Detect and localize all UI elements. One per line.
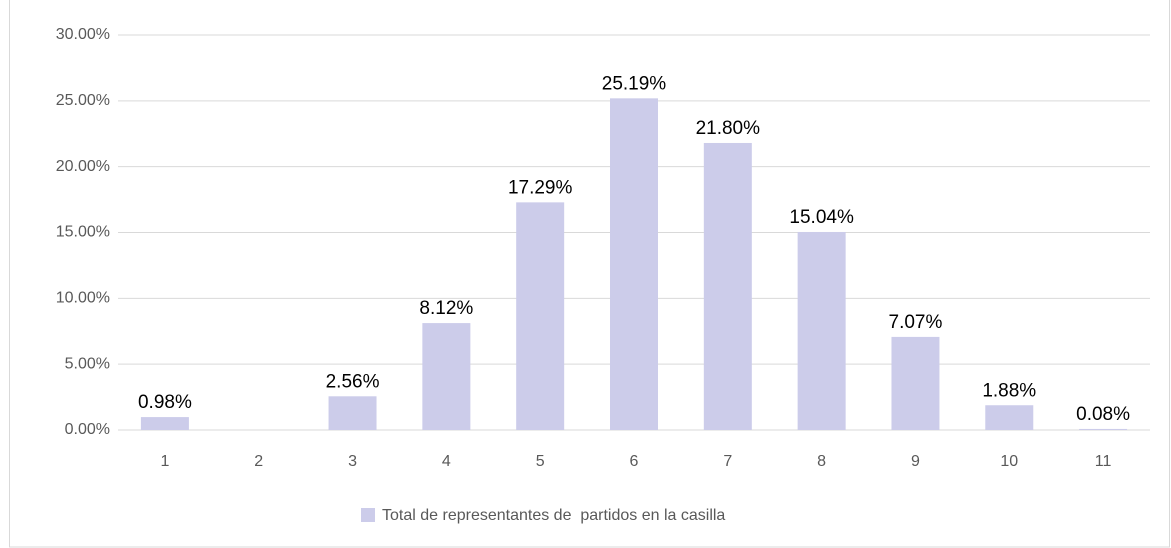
value-label: 2.56% <box>326 371 380 392</box>
value-label: 25.19% <box>602 73 667 94</box>
bar <box>985 405 1034 430</box>
value-label: 21.80% <box>696 118 761 139</box>
bar <box>703 142 752 430</box>
legend-label: Total de representantes de partidos en l… <box>382 507 725 524</box>
y-tick-label: 25.00% <box>56 92 110 109</box>
x-tick-label: 9 <box>911 453 920 470</box>
value-label: 0.98% <box>138 392 192 413</box>
value-label: 17.29% <box>508 177 573 198</box>
y-tick-label: 0.00% <box>65 421 110 438</box>
y-tick-label: 20.00% <box>56 158 110 175</box>
x-tick-label: 7 <box>723 453 732 470</box>
bar <box>610 98 658 430</box>
y-tick-label: 30.00% <box>56 26 110 43</box>
value-label: 8.12% <box>419 298 473 319</box>
bar <box>328 396 377 430</box>
value-label: 15.04% <box>789 207 854 228</box>
x-tick-label: 4 <box>442 453 451 470</box>
bar <box>1079 428 1128 430</box>
value-label: 0.08% <box>1076 404 1130 425</box>
bar <box>422 323 471 430</box>
chart-border <box>9 0 1170 548</box>
y-tick-label: 10.00% <box>56 290 110 307</box>
bar <box>891 336 940 430</box>
value-label: 7.07% <box>889 312 943 333</box>
x-tick-label: 5 <box>536 453 545 470</box>
legend-swatch <box>361 508 375 522</box>
x-tick-label: 2 <box>254 453 263 470</box>
x-tick-label: 3 <box>348 453 357 470</box>
y-tick-label: 15.00% <box>56 224 110 241</box>
bar <box>797 231 846 430</box>
y-tick-label: 5.00% <box>65 355 110 372</box>
x-tick-label: 8 <box>817 453 826 470</box>
bar <box>516 202 565 430</box>
x-tick-label: 1 <box>160 453 169 470</box>
x-tick-label: 10 <box>1000 453 1018 470</box>
value-label: 1.88% <box>982 380 1036 401</box>
x-tick-label: 6 <box>630 453 639 470</box>
bar <box>140 417 189 430</box>
x-tick-label: 11 <box>1095 453 1112 470</box>
